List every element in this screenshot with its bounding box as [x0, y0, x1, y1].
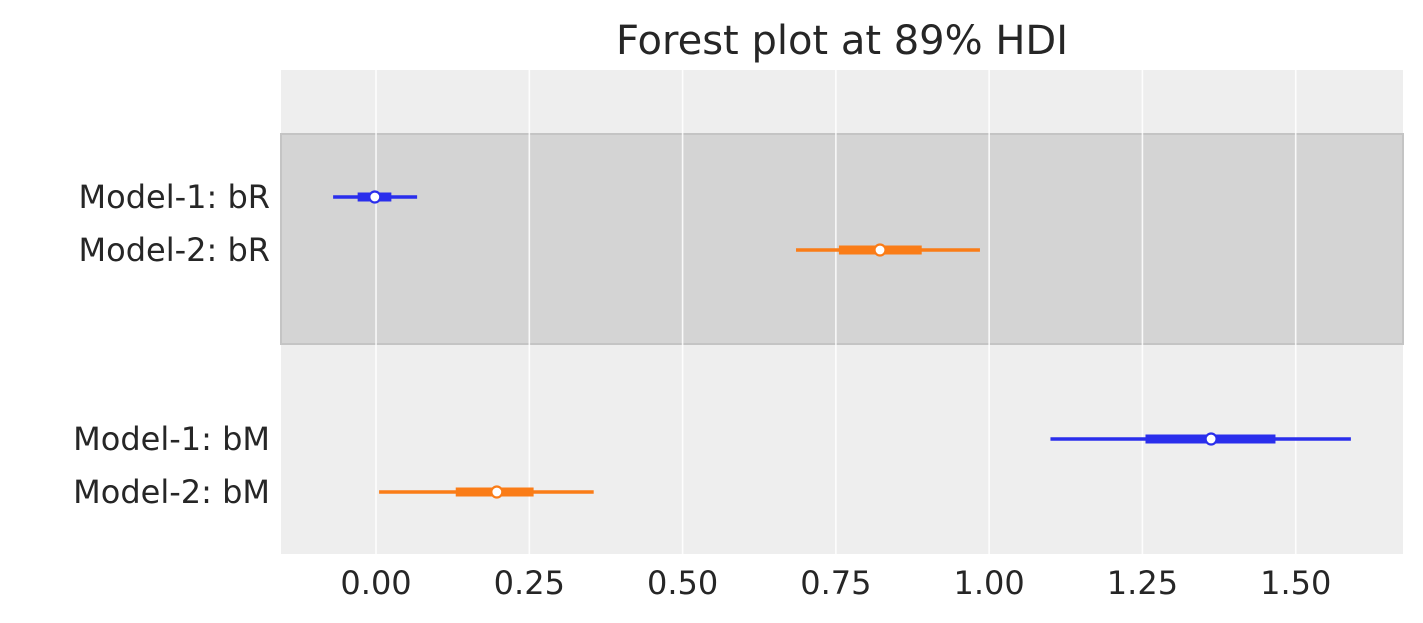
y-axis-label: Model-2: bM — [73, 473, 270, 511]
y-axis-labels: Model-1: bR Model-2: bR Model-1: bM Model-2… — [73, 178, 270, 511]
x-tick-label: 1.50 — [1260, 564, 1331, 602]
x-tick-label: 0.50 — [647, 564, 718, 602]
median-point — [1204, 432, 1218, 446]
forest-row — [796, 243, 980, 257]
x-axis-ticks: 0.00 0.25 0.50 0.75 1.00 1.25 1.50 — [340, 564, 1331, 602]
forest-row — [333, 190, 418, 204]
x-tick-label: 1.00 — [954, 564, 1025, 602]
forest-row — [379, 485, 594, 499]
x-tick-label: 0.25 — [494, 564, 565, 602]
forest-rows — [333, 190, 1351, 499]
group-band-bR — [280, 133, 1404, 345]
group-bands — [280, 133, 1404, 345]
median-point — [368, 190, 382, 204]
median-point — [490, 485, 504, 499]
forest-row — [1050, 432, 1351, 446]
x-tick-label: 1.25 — [1107, 564, 1178, 602]
y-axis-label: Model-1: bM — [73, 420, 270, 458]
chart-title: Forest plot at 89% HDI — [616, 18, 1068, 64]
y-axis-label: Model-1: bR — [79, 178, 270, 216]
median-point — [873, 243, 887, 257]
y-axis-label: Model-2: bR — [79, 231, 270, 269]
x-tick-label: 0.75 — [800, 564, 871, 602]
x-gridlines — [375, 70, 1297, 554]
x-tick-label: 0.00 — [340, 564, 411, 602]
